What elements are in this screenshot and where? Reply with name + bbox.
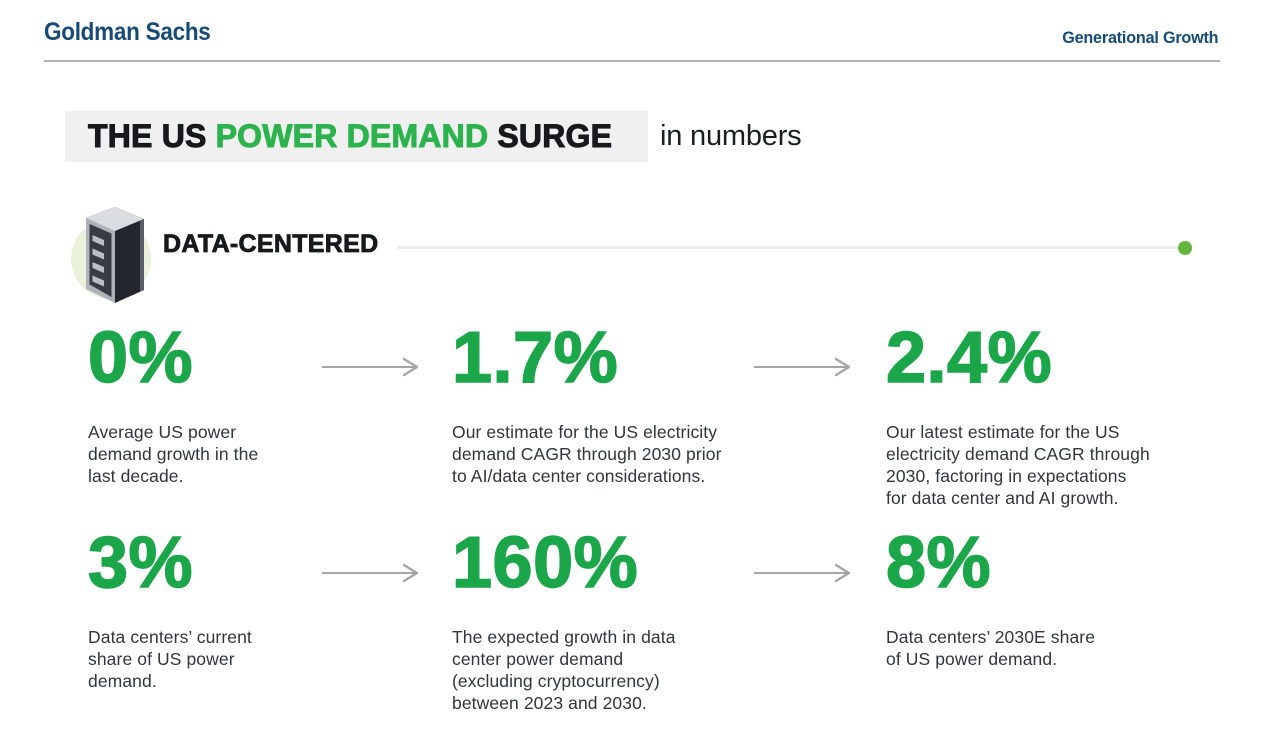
goldman-sachs-logo: Goldman Sachs [44,18,211,46]
stat-description: The expected growth in data center power… [452,627,676,713]
stat-description: Data centers’ current share of US power … [88,627,252,691]
page-title: THE US POWER DEMAND SURGE [65,111,648,162]
page-title-tail: SURGE [488,118,613,155]
stat-description: Our estimate for the US electricity dema… [452,422,722,486]
green-dot-icon [1178,241,1192,255]
stat-cagr-latest: 2.4% Our latest estimate for the US elec… [885,318,1149,508]
arrow-right-icon [754,357,851,377]
arrow-right-icon [322,357,419,377]
page-title-lead: THE US [88,118,216,155]
arrow-right-icon [322,563,419,583]
stat-value: 3% [87,523,194,603]
section-divider-line [397,246,1180,249]
stat-description: Our latest estimate for the US electrici… [886,422,1150,508]
stat-value: 160% [451,523,639,603]
stat-value: 2.4% [885,318,1053,398]
arrow-right-icon [754,563,851,583]
server-tower-icon [71,206,151,303]
header-divider [44,60,1220,62]
stat-description: Average US power demand growth in the la… [88,422,259,486]
page-title-suffix: in numbers [660,120,802,152]
stat-value: 1.7% [451,318,619,398]
stat-2030-share: 8% Data centers’ 2030E share of US power… [885,523,1095,669]
page-title-highlight: POWER DEMAND [215,118,489,155]
stat-value: 0% [87,318,194,398]
stat-current-share: 3% Data centers’ current share of US pow… [87,523,252,691]
section-heading: DATA-CENTERED [163,230,379,259]
report-title: Generational Growth [1061,28,1218,47]
stat-avg-growth: 0% Average US power demand growth in the… [87,318,258,486]
stat-cagr-prior: 1.7% Our estimate for the US electricity… [451,318,721,486]
stat-value: 8% [885,523,992,603]
stat-description: Data centers’ 2030E share of US power de… [886,627,1096,669]
stat-expected-growth: 160% The expected growth in data center … [451,523,675,713]
